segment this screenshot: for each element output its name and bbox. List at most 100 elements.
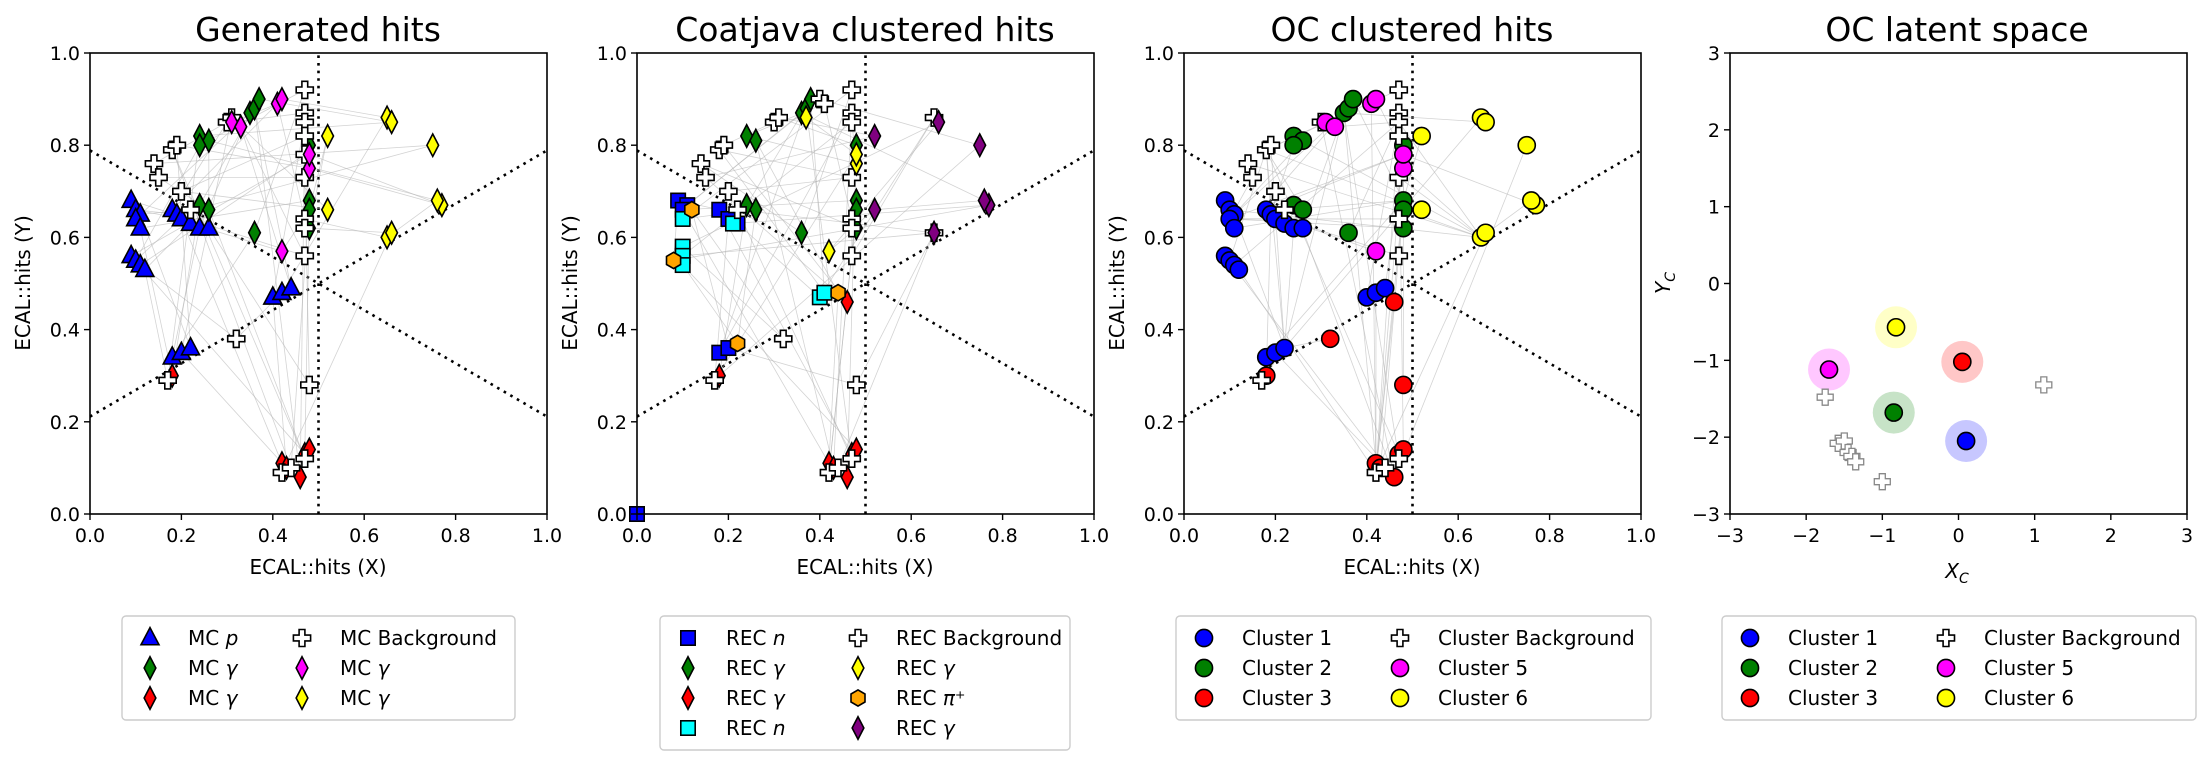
x-tick-label: −1 — [1868, 525, 1896, 547]
data-point — [1517, 135, 1537, 155]
x-tick-label: 0 — [1952, 525, 1964, 547]
legend-label-text: REC — [726, 686, 773, 710]
data-point — [1375, 458, 1395, 478]
y-axis-label: ECAL::hits (Y) — [11, 215, 35, 351]
legend-label-symbol: n — [773, 716, 786, 740]
x-tick-label: 0.0 — [1169, 525, 1199, 547]
legend-entry: Cluster 6 — [1390, 686, 1528, 710]
hit-link — [718, 149, 825, 293]
data-point — [1412, 126, 1431, 146]
hit-link — [131, 200, 305, 257]
hit-link — [682, 232, 935, 257]
data-point — [1224, 218, 1244, 238]
legend-label-text: REC — [726, 626, 773, 650]
panel-oc-clustered-hits: OC clustered hits ECAL::hits (X) ECAL::h… — [1105, 10, 1656, 721]
x-axis-label: ECAL::hits (X) — [1343, 555, 1480, 579]
legend-label-symbol: γ — [773, 656, 786, 680]
data-point — [799, 104, 813, 131]
hit-link — [304, 218, 388, 238]
hit-link — [673, 204, 989, 261]
data-point — [1389, 209, 1409, 229]
data-point — [1275, 338, 1294, 358]
series-1 — [1884, 403, 1904, 422]
data-point — [1819, 360, 1839, 379]
y-tick-label: 0.8 — [50, 135, 80, 157]
hit-link — [719, 149, 852, 178]
data-point — [1847, 453, 1865, 471]
legend-label-text: REC — [726, 716, 773, 740]
legend-label-text: MC — [188, 656, 226, 680]
data-point — [129, 216, 151, 236]
hit-link — [723, 144, 848, 303]
legend: Cluster 1 Cluster 2 Cluster 3 Cluster Backg… — [1721, 615, 2197, 721]
legend-label-symbol: p — [225, 626, 239, 650]
hit-link — [304, 209, 310, 455]
y-tick-label: −2 — [1692, 427, 1720, 449]
legend-label: MC γ — [340, 656, 391, 680]
data-point — [1293, 218, 1313, 238]
hit-link — [1343, 112, 1377, 464]
data-point — [972, 132, 987, 159]
data-point — [773, 329, 793, 349]
hit-link — [1393, 145, 1528, 478]
data-point — [320, 122, 335, 149]
y-ticks: 0.0 0.2 0.4 0.6 0.8 1.0 — [1144, 43, 1184, 526]
legend-frame — [659, 615, 1071, 751]
y-tick-label: 1 — [1708, 197, 1720, 219]
legend-marker — [1194, 658, 1214, 678]
hit-link — [309, 154, 443, 206]
x-tick-label: 1 — [2029, 525, 2041, 547]
data-point — [1384, 292, 1404, 312]
series-6 — [665, 200, 846, 353]
legend-marker — [1194, 688, 1214, 708]
y-ticks: −3 −2 −1 0 1 2 3 — [1692, 43, 1730, 526]
series-2 — [1952, 352, 1972, 372]
legend-label-text: REC — [726, 656, 773, 680]
x-tick-label: 0.8 — [1534, 525, 1564, 547]
hit-link — [1234, 200, 1404, 229]
data-point — [1956, 431, 1976, 451]
data-point — [295, 246, 315, 266]
x-tick-label: 2 — [2105, 525, 2117, 547]
data-point — [1952, 352, 1972, 372]
hit-link — [135, 145, 201, 261]
legend-label: REC π⁺ — [896, 686, 965, 710]
hit-link — [281, 232, 392, 473]
hit-link — [1403, 167, 1482, 238]
data-point — [2035, 376, 2053, 394]
x-tick-label: −2 — [1792, 525, 1820, 547]
hit-link — [176, 145, 191, 349]
x-axis-label-sub: C — [1959, 571, 1969, 587]
hit-link — [1270, 145, 1285, 349]
hit-link — [153, 144, 433, 165]
hit-link — [1398, 177, 1482, 238]
hit-link — [1284, 112, 1345, 349]
y-tick-label: 1.0 — [1144, 43, 1174, 65]
legend-marker — [679, 629, 696, 646]
legend-entry: MC γ — [143, 685, 239, 711]
legend-label: Cluster 5 — [1438, 656, 1528, 680]
series-1 — [1284, 89, 1413, 243]
data-point — [134, 257, 156, 278]
legend-label-text: REC — [896, 656, 943, 680]
plot-area — [1183, 52, 1642, 515]
data-point — [816, 284, 833, 301]
guide-lines — [636, 53, 1095, 514]
data-point — [226, 329, 246, 349]
data-point — [842, 168, 862, 187]
legend-entry: REC n — [679, 716, 786, 740]
legend-label: REC γ — [896, 716, 956, 740]
data-point — [252, 86, 266, 113]
hit-link — [700, 163, 802, 234]
data-point — [1343, 89, 1363, 109]
hit-link — [682, 121, 853, 257]
data-point — [842, 246, 862, 266]
data-point — [384, 109, 399, 136]
legend-marker — [679, 719, 696, 736]
chart-title: OC clustered hits — [1271, 10, 1554, 49]
legend-label-text: MC — [340, 656, 378, 680]
data-point — [275, 238, 289, 265]
plot-area — [89, 52, 548, 515]
legend-entry: REC n — [679, 626, 786, 650]
